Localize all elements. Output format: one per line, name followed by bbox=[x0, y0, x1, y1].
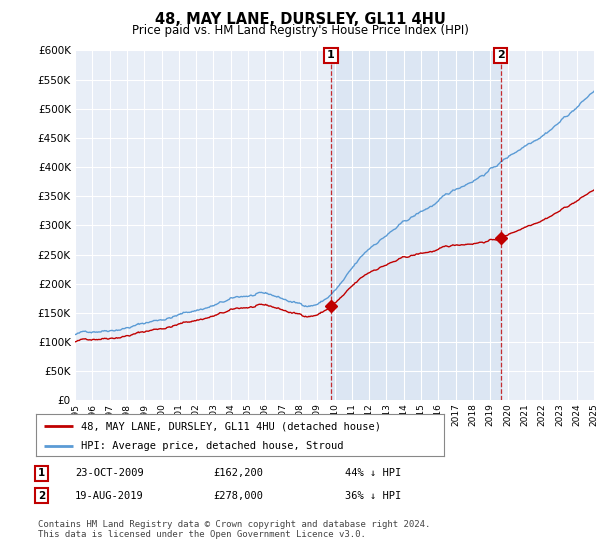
Bar bbox=[331, 50, 500, 400]
Text: 44% ↓ HPI: 44% ↓ HPI bbox=[345, 468, 401, 478]
Text: 2: 2 bbox=[497, 50, 505, 60]
Text: HPI: Average price, detached house, Stroud: HPI: Average price, detached house, Stro… bbox=[81, 441, 343, 451]
Text: 19-AUG-2019: 19-AUG-2019 bbox=[75, 491, 144, 501]
Text: £162,200: £162,200 bbox=[213, 468, 263, 478]
Text: £278,000: £278,000 bbox=[213, 491, 263, 501]
Text: 23-OCT-2009: 23-OCT-2009 bbox=[75, 468, 144, 478]
Text: 1: 1 bbox=[327, 50, 335, 60]
Text: 1: 1 bbox=[38, 468, 45, 478]
Text: 48, MAY LANE, DURSLEY, GL11 4HU (detached house): 48, MAY LANE, DURSLEY, GL11 4HU (detache… bbox=[81, 421, 381, 431]
Text: Price paid vs. HM Land Registry's House Price Index (HPI): Price paid vs. HM Land Registry's House … bbox=[131, 24, 469, 37]
Text: Contains HM Land Registry data © Crown copyright and database right 2024.
This d: Contains HM Land Registry data © Crown c… bbox=[38, 520, 430, 539]
Text: 2: 2 bbox=[38, 491, 45, 501]
Text: 36% ↓ HPI: 36% ↓ HPI bbox=[345, 491, 401, 501]
Text: 48, MAY LANE, DURSLEY, GL11 4HU: 48, MAY LANE, DURSLEY, GL11 4HU bbox=[155, 12, 445, 27]
